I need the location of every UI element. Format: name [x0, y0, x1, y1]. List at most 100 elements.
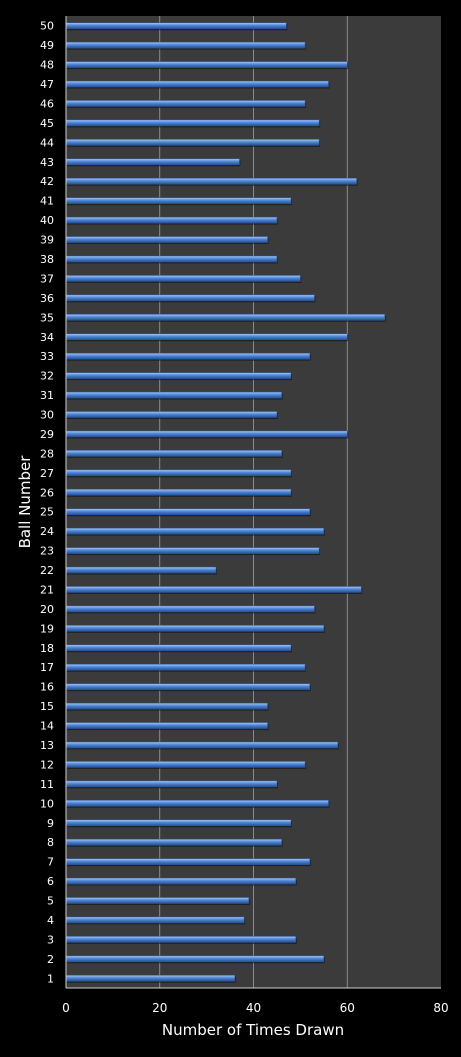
bar — [65, 22, 287, 29]
y-tick-label: 2 — [47, 953, 54, 966]
bar — [65, 547, 320, 554]
bar — [65, 605, 315, 613]
bars — [65, 22, 386, 983]
y-tick-label: 45 — [40, 117, 54, 130]
y-tick-label: 24 — [40, 525, 54, 538]
y-tick-label: 10 — [40, 797, 54, 810]
bar — [65, 838, 282, 846]
y-tick-label: 35 — [40, 311, 54, 324]
y-axis-title: Ball Number — [16, 455, 34, 549]
bar — [65, 216, 278, 224]
bar — [65, 372, 292, 379]
y-tick-label: 1 — [47, 972, 54, 985]
y-tick-label: 7 — [47, 856, 54, 869]
bar — [65, 916, 245, 924]
bar — [65, 508, 310, 515]
y-tick-label: 39 — [40, 234, 54, 247]
bar — [65, 450, 282, 457]
bar — [65, 936, 296, 943]
y-tick-label: 34 — [40, 331, 54, 344]
bar — [65, 586, 362, 593]
x-tick-label: 40 — [246, 1001, 261, 1015]
bar — [65, 255, 278, 263]
bar — [65, 975, 235, 982]
bar — [65, 819, 292, 827]
y-tick-label: 18 — [40, 642, 54, 655]
bar — [65, 469, 292, 477]
y-tick-label: 29 — [40, 428, 54, 441]
bar — [65, 314, 385, 321]
y-tick-label: 44 — [40, 136, 54, 149]
y-tick-label: 14 — [40, 720, 54, 733]
y-tick-label: 15 — [40, 700, 54, 713]
y-tick-label: 28 — [40, 447, 54, 460]
bar — [65, 683, 310, 690]
bar — [65, 702, 268, 710]
y-tick-label: 23 — [40, 545, 54, 558]
y-tick-label: 40 — [40, 214, 54, 227]
y-tick-label: 41 — [40, 195, 54, 208]
bar — [65, 800, 329, 807]
bar — [65, 41, 306, 49]
bar — [65, 119, 320, 127]
y-tick-label: 43 — [40, 156, 54, 169]
y-tick-label: 9 — [47, 817, 54, 830]
x-tick-label: 80 — [433, 1001, 448, 1015]
bar — [65, 158, 240, 166]
bar — [65, 411, 278, 418]
y-tick-label: 36 — [40, 292, 54, 305]
bar — [65, 61, 348, 68]
bar — [65, 527, 325, 535]
y-tick-label: 17 — [40, 661, 54, 674]
x-axis-title: Number of Times Drawn — [162, 1021, 344, 1039]
y-tick-label: 33 — [40, 350, 54, 363]
bar — [65, 100, 306, 107]
y-tick-label: 3 — [47, 933, 54, 946]
bar — [65, 333, 348, 341]
y-tick-label: 21 — [40, 583, 54, 596]
bar — [65, 663, 306, 671]
bar — [65, 955, 325, 963]
bar — [65, 294, 315, 302]
bar — [65, 391, 282, 399]
y-tick-label: 8 — [47, 836, 54, 849]
y-tick-label: 20 — [40, 603, 54, 616]
bar — [65, 177, 357, 185]
y-tick-label: 50 — [40, 20, 54, 33]
y-tick-label: 37 — [40, 272, 54, 285]
bar — [65, 644, 292, 652]
y-tick-label: 16 — [40, 681, 54, 694]
y-tick-label: 32 — [40, 370, 54, 383]
y-tick-label: 11 — [40, 778, 54, 791]
y-tick-label: 48 — [40, 59, 54, 72]
bar — [65, 761, 306, 768]
bar — [65, 780, 278, 788]
bar — [65, 352, 310, 360]
y-tick-label: 42 — [40, 175, 54, 188]
x-tick-label: 20 — [152, 1001, 167, 1015]
y-tick-label: 5 — [47, 895, 54, 908]
y-tick-label: 4 — [47, 914, 54, 927]
y-tick-label: 31 — [40, 389, 54, 402]
y-tick-label: 38 — [40, 253, 54, 266]
bar — [65, 197, 292, 204]
bar — [65, 80, 329, 88]
bar — [65, 858, 310, 865]
x-tick-labels: 0 20 40 60 80 — [62, 1001, 448, 1015]
y-tick-label: 26 — [40, 486, 54, 499]
y-tick-label: 49 — [40, 39, 54, 52]
y-tick-labels: 1234567891011121314151617181920212223242… — [40, 20, 54, 986]
y-tick-label: 47 — [40, 78, 54, 91]
bar — [65, 139, 320, 146]
y-tick-label: 22 — [40, 564, 54, 577]
bar — [65, 236, 268, 243]
bar — [65, 430, 348, 438]
y-tick-label: 27 — [40, 467, 54, 480]
x-tick-label: 60 — [340, 1001, 355, 1015]
bar — [65, 722, 268, 729]
y-tick-label: 6 — [47, 875, 54, 888]
bar — [65, 625, 325, 632]
bar — [65, 741, 339, 749]
y-tick-label: 25 — [40, 506, 54, 519]
